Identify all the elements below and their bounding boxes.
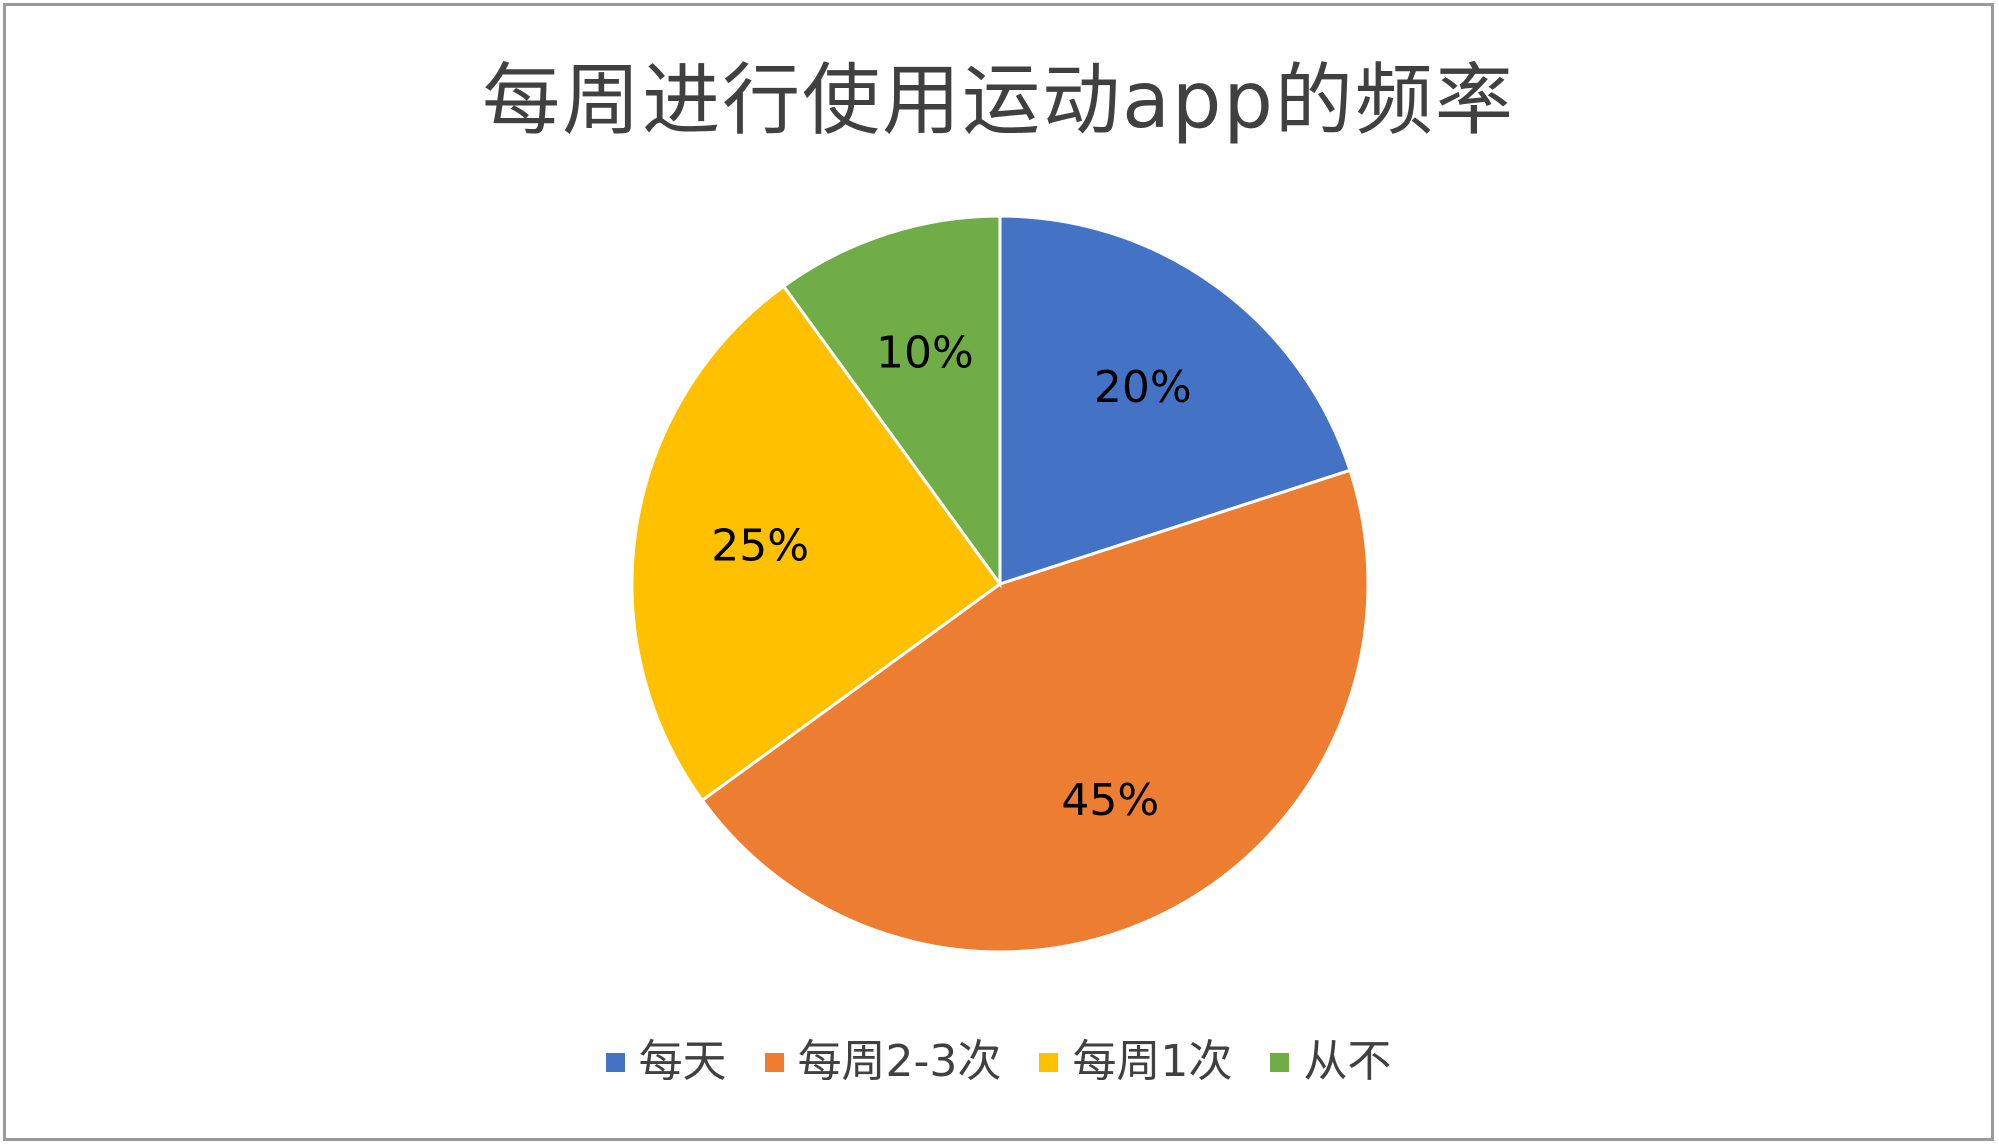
pie-slice-4 — [781, 214, 1002, 589]
legend-swatch-3 — [1039, 1052, 1059, 1072]
legend-item-4: 从不 — [1270, 1034, 1391, 1090]
data-label-1: 20% — [1094, 362, 1192, 413]
legend-item-3: 每周1次 — [1039, 1034, 1232, 1090]
legend-item-1: 每天 — [605, 1034, 727, 1090]
legend-label-2: 每周2-3次 — [797, 1036, 1002, 1087]
pie-slice-1 — [998, 214, 1352, 587]
chart-title: 每周进行使用运动app的频率 — [482, 56, 1515, 146]
legend-label-1: 每天 — [638, 1036, 727, 1087]
pie-slice-3 — [630, 284, 1003, 803]
legend-item-2: 每周2-3次 — [764, 1034, 1002, 1090]
legend-label-3: 每周1次 — [1072, 1036, 1233, 1087]
chart-legend: 每天 每周2-3次 每周1次 从不 — [6, 1034, 1991, 1090]
legend-label-4: 从不 — [1303, 1036, 1392, 1087]
chart-frame: 每周进行使用运动app的频率 20% 45% 25% 10% 每天 每周2-3次 每周1次… — [3, 3, 1994, 1141]
legend-swatch-1 — [605, 1052, 625, 1072]
data-label-4: 10% — [876, 328, 974, 379]
legend-swatch-4 — [1270, 1052, 1290, 1072]
pie-chart: 20% 45% 25% 10% — [630, 214, 1370, 954]
legend-swatch-2 — [764, 1052, 784, 1072]
data-label-3: 25% — [711, 521, 809, 572]
pie-slice-2 — [700, 468, 1370, 954]
data-label-2: 45% — [1061, 775, 1159, 826]
